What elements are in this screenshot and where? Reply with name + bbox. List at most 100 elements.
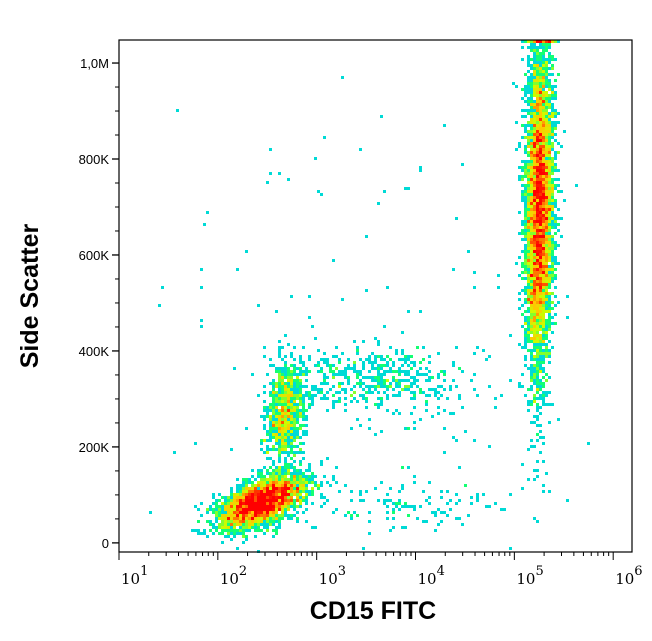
density-bin — [536, 352, 539, 355]
density-bin — [299, 475, 302, 478]
density-bin — [248, 505, 251, 508]
density-bin — [539, 274, 542, 277]
density-bin — [536, 145, 539, 148]
density-bin — [290, 490, 293, 493]
density-bin — [551, 250, 554, 253]
density-bin — [257, 475, 260, 478]
density-bin — [461, 406, 464, 409]
density-bin — [206, 511, 209, 514]
density-bin — [248, 502, 251, 505]
density-bin — [215, 502, 218, 505]
density-bin — [545, 67, 548, 70]
density-bin — [353, 391, 356, 394]
density-bin — [377, 385, 380, 388]
density-bin — [281, 451, 284, 454]
density-bin — [527, 265, 530, 268]
density-bin — [536, 79, 539, 82]
density-bin — [533, 319, 536, 322]
density-bin — [323, 358, 326, 361]
density-bin — [257, 484, 260, 487]
density-bin — [260, 514, 263, 517]
density-bin — [272, 487, 275, 490]
density-bin — [407, 385, 410, 388]
density-bin — [284, 508, 287, 511]
density-bin — [527, 316, 530, 319]
density-bin — [509, 334, 512, 337]
density-bin — [551, 127, 554, 130]
density-bin — [521, 160, 524, 163]
density-bin — [548, 97, 551, 100]
density-bin — [539, 79, 542, 82]
density-bin — [455, 385, 458, 388]
density-bin — [539, 337, 542, 340]
density-bin — [311, 325, 314, 328]
density-bin — [548, 46, 551, 49]
density-bin — [356, 376, 359, 379]
density-bin — [536, 82, 539, 85]
density-bin — [542, 298, 545, 301]
density-bin — [290, 403, 293, 406]
density-bin — [278, 472, 281, 475]
density-bin — [293, 469, 296, 472]
density-bin — [392, 376, 395, 379]
density-bin — [536, 100, 539, 103]
density-bin — [230, 505, 233, 508]
density-bin — [281, 496, 284, 499]
density-bin — [299, 409, 302, 412]
density-bin — [530, 88, 533, 91]
density-bin — [530, 184, 533, 187]
density-bin — [548, 307, 551, 310]
density-bin — [389, 499, 392, 502]
density-bin — [452, 412, 455, 415]
density-bin — [269, 472, 272, 475]
density-bin — [548, 148, 551, 151]
density-bin — [542, 382, 545, 385]
density-bin — [422, 346, 425, 349]
density-bin — [542, 94, 545, 97]
density-bin — [380, 379, 383, 382]
density-bin — [542, 46, 545, 49]
density-bin — [299, 493, 302, 496]
density-bin — [275, 502, 278, 505]
density-bin — [530, 229, 533, 232]
density-bin — [350, 490, 353, 493]
density-bin — [548, 115, 551, 118]
density-bin — [527, 121, 530, 124]
density-bin — [545, 241, 548, 244]
density-bin — [536, 388, 539, 391]
density-bin — [362, 367, 365, 370]
density-bin — [266, 430, 269, 433]
density-bin — [548, 220, 551, 223]
density-bin — [521, 238, 524, 241]
density-bin — [287, 376, 290, 379]
density-bin — [341, 352, 344, 355]
density-bin — [233, 517, 236, 520]
density-bin — [533, 52, 536, 55]
density-bin — [533, 94, 536, 97]
density-bin — [296, 409, 299, 412]
density-bin — [521, 232, 524, 235]
density-bin — [257, 394, 260, 397]
density-bin — [533, 283, 536, 286]
density-bin — [269, 394, 272, 397]
density-bin — [314, 484, 317, 487]
density-bin — [293, 466, 296, 469]
density-bin — [524, 289, 527, 292]
density-bin — [284, 355, 287, 358]
density-bin — [542, 73, 545, 76]
density-bin — [389, 367, 392, 370]
density-bin — [239, 496, 242, 499]
density-bin — [407, 310, 410, 313]
density-bin — [407, 514, 410, 517]
density-bin — [542, 217, 545, 220]
density-bin — [326, 361, 329, 364]
density-bin — [485, 505, 488, 508]
density-bin — [239, 514, 242, 517]
density-bin — [266, 487, 269, 490]
density-bin — [527, 100, 530, 103]
density-bin — [530, 259, 533, 262]
density-bin — [548, 178, 551, 181]
density-bin — [269, 403, 272, 406]
density-bin — [536, 91, 539, 94]
density-bin — [275, 493, 278, 496]
